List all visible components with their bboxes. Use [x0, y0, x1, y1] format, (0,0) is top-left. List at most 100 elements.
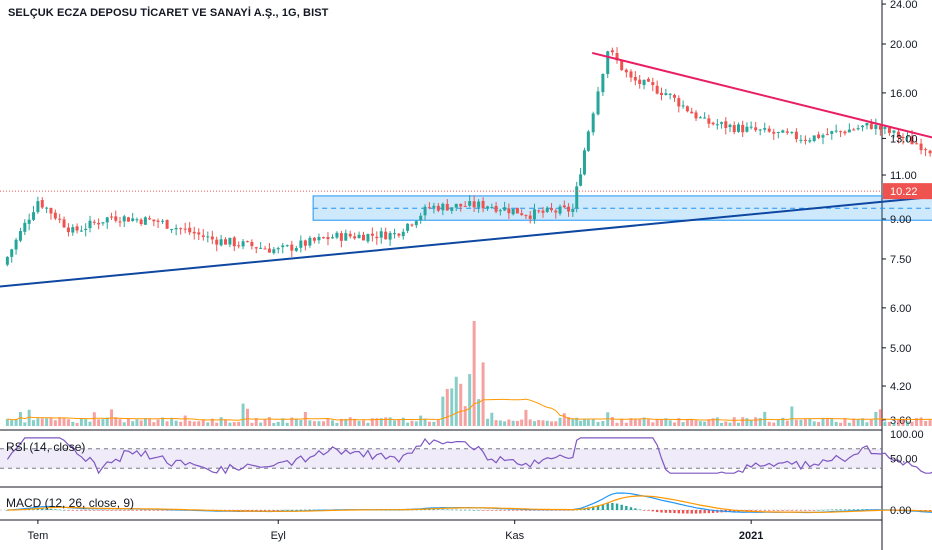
macd-hist-bar [558, 510, 562, 511]
candle [245, 240, 249, 243]
volume-bar [507, 419, 511, 426]
candle [317, 233, 321, 244]
macd-hist-bar [516, 510, 519, 511]
macd-hist-bar [763, 510, 766, 511]
candle [481, 197, 485, 213]
volume-bar [344, 418, 348, 426]
volume-bar [192, 421, 196, 426]
macd-hist-bar [428, 509, 431, 510]
volume-bar [707, 419, 711, 426]
volume-bar [366, 422, 370, 426]
candle [241, 239, 245, 250]
candle [606, 50, 610, 78]
candle [362, 231, 366, 241]
candle [715, 119, 719, 130]
volume-bar [638, 419, 642, 426]
candle [250, 239, 254, 250]
volume-bar [821, 417, 825, 426]
price-tick-label: 20.00 [890, 39, 918, 51]
candle [660, 87, 664, 101]
volume-bar [620, 419, 624, 426]
macd-hist-bar [131, 510, 134, 511]
volume-bar [219, 417, 223, 426]
candle [633, 71, 637, 86]
macd-hist-bar [432, 509, 436, 510]
candle [58, 213, 62, 224]
macd-hist-bar [795, 510, 798, 511]
macd-hist-bar [768, 510, 771, 511]
macd-hist-bar [472, 509, 476, 511]
candle [532, 203, 536, 224]
volume-bar [427, 421, 431, 426]
candle [263, 245, 267, 250]
volume-bar [785, 420, 789, 426]
candle [642, 79, 646, 90]
candle [312, 236, 316, 244]
candle [541, 206, 545, 218]
volume-bar [71, 421, 75, 426]
candle [192, 226, 196, 240]
volume-bar [259, 422, 263, 426]
candle [326, 232, 330, 246]
candle [27, 213, 31, 231]
macd-hist-bar [486, 510, 489, 511]
volume-bar [812, 421, 816, 426]
candle [75, 223, 79, 234]
volume-bar [724, 421, 728, 426]
macd-hist-bar [290, 509, 293, 511]
candle [148, 215, 152, 221]
macd-hist-bar [634, 508, 637, 510]
volume-bar [174, 420, 178, 426]
candle [179, 227, 183, 235]
candle [745, 122, 749, 133]
candle [869, 118, 873, 130]
volume-bar [681, 422, 685, 426]
volume-bar [152, 422, 156, 426]
volume-bar [58, 417, 62, 426]
volume-bar [892, 422, 896, 426]
candle [901, 133, 905, 145]
candle [839, 130, 843, 138]
candle [294, 245, 298, 252]
volume-bar [215, 422, 219, 426]
candle [655, 80, 659, 95]
volume-bar [545, 420, 549, 426]
volume-bar [906, 421, 910, 426]
volume-bar [728, 422, 732, 426]
candle [724, 117, 728, 135]
candle [515, 207, 519, 214]
volume-bar [267, 417, 271, 426]
macd-hist-bar [620, 504, 623, 510]
volume-bar [45, 418, 49, 426]
volume-bar [852, 418, 856, 426]
candle [237, 241, 241, 249]
candle [397, 232, 401, 238]
candle [582, 147, 586, 176]
candle [579, 167, 583, 187]
volume-bar [720, 422, 724, 426]
macd-hist-bar [699, 510, 702, 514]
candle [601, 73, 605, 97]
candle [856, 124, 860, 131]
volume-bar [799, 419, 803, 426]
price-tick-label: 11.00 [890, 170, 917, 182]
volume-bar [53, 420, 57, 426]
candle [14, 237, 18, 255]
volume-bar [454, 376, 458, 426]
candle [215, 236, 219, 252]
candle [183, 222, 187, 234]
macd-hist-bar [477, 509, 480, 511]
volume-bar [633, 418, 637, 426]
volume-bar [228, 422, 232, 426]
macd-hist-bar [834, 509, 838, 511]
volume-bar [554, 421, 558, 426]
candle [105, 216, 109, 229]
candle [486, 205, 490, 211]
volume-bar [732, 417, 736, 426]
volume-bar [179, 421, 183, 426]
macd-hist-bar [255, 510, 258, 511]
candle [664, 88, 668, 96]
volume-bar [97, 419, 101, 426]
macd-hist-bar [728, 510, 732, 512]
